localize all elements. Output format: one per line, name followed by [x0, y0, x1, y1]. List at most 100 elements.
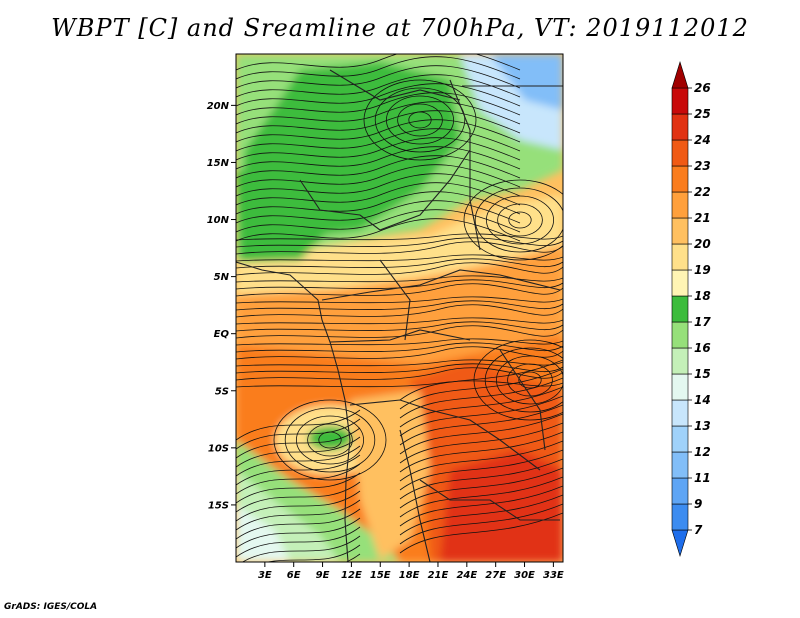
country-borders: [236, 69, 563, 562]
streamline-gyre: [385, 95, 454, 145]
lon-tick-label: 30E: [514, 570, 535, 581]
streamline: [236, 110, 521, 134]
streamline: [236, 262, 563, 276]
streamline-gyre: [374, 87, 466, 153]
streamline: [236, 173, 521, 197]
colorbar-swatch-high-arrow: [671, 60, 689, 89]
colorbar-swatch: [671, 269, 689, 297]
streamline: [399, 476, 563, 518]
streamline: [236, 137, 521, 161]
border-line-9: [329, 69, 461, 101]
streamline-gyre: [307, 423, 353, 457]
colorbar-swatch: [671, 243, 689, 271]
lon-tick-label: 3E: [258, 570, 272, 581]
lat-tick-label: EQ: [214, 329, 230, 340]
streamline: [236, 237, 563, 248]
colorbar-label: 25: [694, 107, 711, 121]
streamline: [236, 325, 563, 339]
streamline-gyre: [273, 399, 387, 481]
lon-tick-label: 18E: [399, 570, 420, 581]
streamline: [236, 300, 563, 311]
streamline-gyre: [496, 355, 563, 405]
colorbar-swatch-low-arrow: [671, 529, 689, 558]
lon-tick-label: 15E: [370, 570, 391, 581]
colorbar-label: 9: [694, 497, 702, 511]
streamline: [236, 146, 521, 170]
colorbar-label: 18: [694, 289, 711, 303]
streamline: [236, 101, 521, 125]
lon-tick-label: 6E: [287, 570, 301, 581]
colorbar-swatch: [671, 191, 689, 219]
streamline: [399, 377, 563, 419]
streamline-gyre: [363, 79, 477, 161]
colorbar-label: 20: [694, 237, 711, 251]
streamline-gyre: [507, 363, 553, 397]
colorbar-swatch: [671, 321, 689, 349]
colorbar-label: 21: [694, 211, 711, 225]
streamline: [236, 363, 563, 374]
colorbar-swatch: [671, 87, 689, 115]
wbpt-field: [236, 54, 563, 562]
colorbar-swatch: [671, 347, 689, 375]
streamline-gyre: [497, 203, 543, 237]
streamline: [399, 440, 563, 482]
streamline-gyre: [508, 211, 532, 229]
streamline: [236, 128, 521, 152]
streamline: [236, 517, 361, 549]
colorbar-swatch: [671, 399, 689, 427]
streamline: [236, 321, 563, 332]
colorbar-label: 17: [694, 315, 711, 329]
streamline: [236, 54, 521, 71]
colorbar-swatch: [671, 139, 689, 167]
streamlines: [236, 54, 563, 562]
colorbar-swatch: [671, 477, 689, 505]
lat-tick-label: 15N: [207, 158, 230, 169]
streamline: [399, 431, 563, 473]
lon-tick-label: 12E: [341, 570, 362, 581]
streamline-gyre: [484, 347, 563, 413]
streamline: [236, 155, 521, 179]
border-line-6: [419, 479, 560, 521]
streamline: [236, 258, 563, 269]
streamline: [399, 503, 563, 545]
streamline: [236, 209, 521, 233]
streamline: [236, 418, 361, 450]
streamline-gyre: [284, 407, 376, 473]
border-line-11: [299, 179, 381, 231]
streamline: [236, 499, 361, 531]
streamline-gyre: [518, 371, 542, 389]
border-line-1: [321, 269, 561, 301]
colorbar-label: 15: [694, 367, 711, 381]
streamline: [236, 427, 361, 459]
border-line-2: [329, 329, 471, 343]
colorbar-swatch: [671, 295, 689, 323]
streamline: [236, 182, 521, 206]
streamline-gyre: [485, 195, 554, 245]
lon-tick-label: 33E: [543, 570, 564, 581]
plot-frame: [235, 53, 564, 563]
streamline: [399, 404, 563, 446]
streamline: [399, 512, 563, 554]
lat-tick-label: 5S: [215, 386, 229, 397]
colorbar-swatch: [671, 425, 689, 453]
streamline: [236, 275, 563, 283]
streamline-gyre: [463, 179, 563, 261]
wbpt-region-sw-cool: [236, 505, 290, 562]
streamline: [236, 233, 563, 241]
streamline: [242, 535, 361, 562]
streamline: [236, 436, 361, 468]
credit-text: GrADS: IGES/COLA: [4, 602, 98, 612]
streamline: [236, 342, 563, 353]
longitude-axis: 3E 6E 9E 12E 15E 18E 21E 24E 27E 30E 33E: [258, 562, 564, 581]
coastline: [236, 261, 351, 562]
streamline: [236, 380, 563, 388]
streamline: [236, 490, 361, 522]
colorbar-label: 16: [694, 341, 711, 355]
streamline: [399, 449, 563, 491]
streamline: [236, 463, 361, 495]
colorbar-label: 26: [694, 81, 711, 95]
lon-tick-label: 9E: [316, 570, 330, 581]
colorbar-swatch: [671, 217, 689, 245]
streamline: [236, 119, 521, 143]
